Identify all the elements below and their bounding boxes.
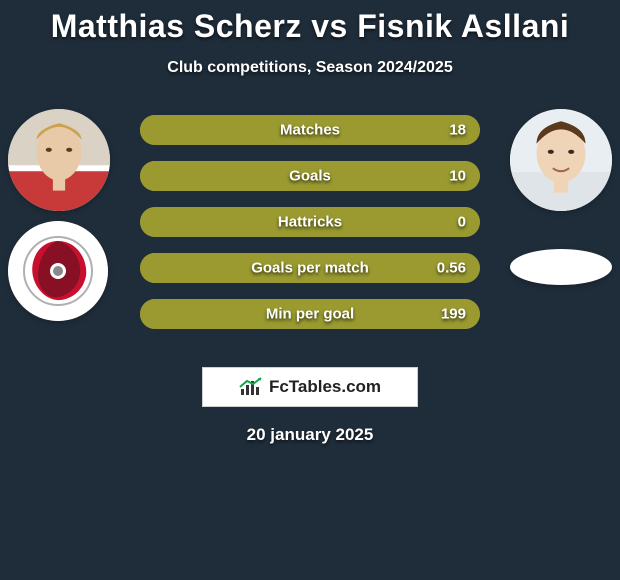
date-label: 20 january 2025 (0, 425, 620, 445)
source-logo: FcTables.com (202, 367, 418, 407)
source-logo-text: FcTables.com (269, 377, 381, 397)
stat-label: Goals per match (251, 260, 369, 277)
stat-value: 10 (449, 168, 466, 185)
club-logo-icon (8, 221, 108, 321)
stat-label: Matches (280, 122, 340, 139)
stat-bar: Goals per match 0.56 (140, 253, 480, 283)
stat-value: 18 (449, 122, 466, 139)
stat-bar: Matches 18 (140, 115, 480, 145)
left-player-avatar (8, 109, 110, 211)
stat-value: 0 (458, 214, 466, 231)
left-player-column (8, 109, 110, 321)
stat-bar: Goals 10 (140, 161, 480, 191)
stat-label: Min per goal (266, 306, 354, 323)
person-icon (8, 109, 110, 211)
stats-list: Matches 18 Goals 10 Hattricks 0 Goals per matc… (140, 115, 480, 329)
title: Matthias Scherz vs Fisnik Asllani (0, 0, 620, 45)
chart-icon (239, 377, 265, 397)
stat-value: 199 (441, 306, 466, 323)
right-club-badge-placeholder (510, 249, 612, 285)
right-player-column (510, 109, 612, 285)
left-club-badge (8, 221, 108, 321)
person-icon (510, 109, 612, 211)
stat-label: Hattricks (278, 214, 342, 231)
content-area: Matches 18 Goals 10 Hattricks 0 Goals per matc… (0, 109, 620, 349)
stat-value: 0.56 (437, 260, 466, 277)
right-player-avatar (510, 109, 612, 211)
comparison-card: Matthias Scherz vs Fisnik Asllani Club c… (0, 0, 620, 580)
stat-bar: Hattricks 0 (140, 207, 480, 237)
stat-label: Goals (289, 168, 331, 185)
subtitle: Club competitions, Season 2024/2025 (0, 59, 620, 77)
stat-bar: Min per goal 199 (140, 299, 480, 329)
